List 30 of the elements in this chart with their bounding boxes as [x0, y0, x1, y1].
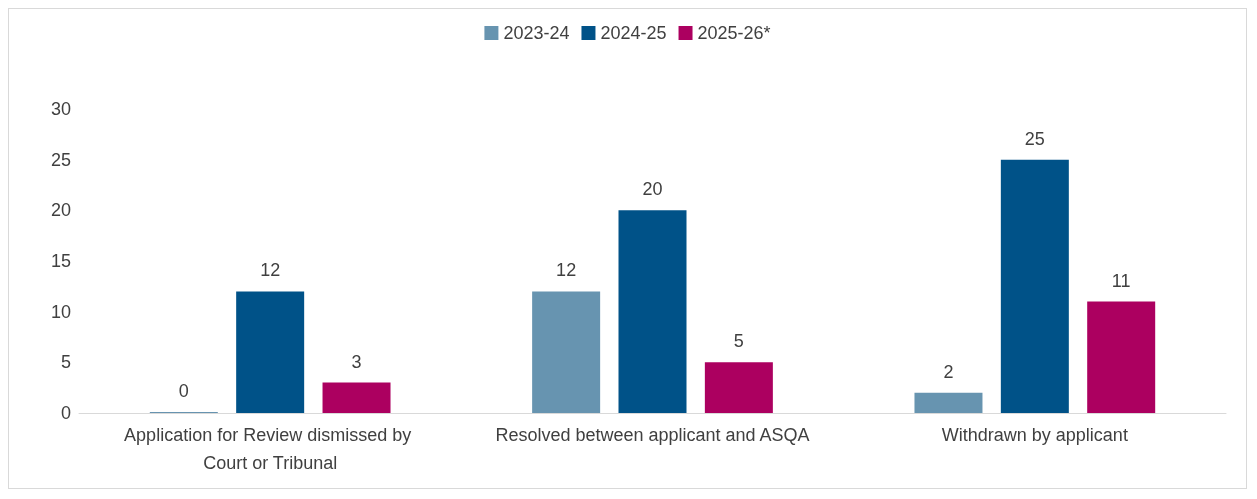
data-label: 25: [1024, 128, 1045, 149]
y-tick-label: 0: [60, 403, 71, 423]
data-label: 12: [260, 260, 281, 281]
bar: [1000, 159, 1069, 413]
data-label: 12: [556, 260, 577, 281]
legend-label: 2025-26*: [697, 23, 771, 43]
y-tick-label: 20: [50, 200, 71, 221]
data-label: 0: [178, 381, 189, 401]
y-tick-label: 10: [50, 301, 71, 322]
legend-label: 2023-24: [503, 23, 570, 43]
legend-label: 2024-25: [600, 23, 667, 43]
data-label: 3: [351, 351, 362, 372]
bar: [914, 392, 983, 413]
bar: [704, 362, 773, 413]
data-label: 11: [1111, 270, 1131, 291]
bar: [1087, 301, 1156, 413]
data-label: 20: [642, 179, 663, 200]
y-tick-label: 15: [50, 251, 71, 271]
x-tick-label: Resolved between applicant and ASQA: [495, 425, 810, 445]
data-label: 2: [943, 361, 954, 382]
bar: [236, 291, 305, 413]
bar: [532, 291, 601, 413]
bar: [322, 382, 391, 413]
data-label: 5: [733, 331, 744, 352]
y-tick-label: 30: [50, 99, 71, 119]
bar: [618, 210, 687, 413]
y-tick-label: 25: [50, 149, 71, 170]
x-tick-label: Withdrawn by applicant: [941, 425, 1128, 445]
y-tick-label: 5: [60, 352, 71, 373]
x-tick-label: Application for Review dismissed by Court or Tribunal: [124, 425, 417, 473]
